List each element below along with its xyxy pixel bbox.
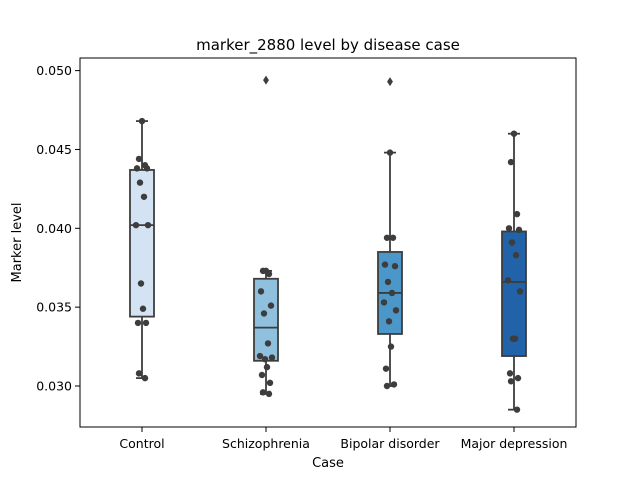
x-tick-label: Control [119,436,164,451]
data-point [507,378,515,385]
data-point [380,299,388,306]
data-point [257,288,265,295]
data-point [264,340,272,347]
data-point [260,310,268,317]
data-point [386,149,394,156]
data-point [133,165,141,172]
data-point [267,302,275,309]
data-point [259,389,267,396]
data-point [391,262,399,270]
plot-area [129,75,527,413]
y-tick-label: 0.040 [36,221,72,236]
data-point [132,221,140,229]
data-point [256,352,264,360]
plot-frame [79,57,577,428]
data-point [513,406,521,413]
outlier-marker [263,75,269,85]
y-tick-label: 0.050 [36,63,72,78]
box-body [253,277,279,362]
data-point [514,374,522,382]
y-tick-label: 0.030 [36,379,72,394]
data-point [505,225,513,232]
x-tick-label: Schizophrenia [222,436,310,451]
data-point [510,130,518,137]
box-body [129,169,155,318]
data-point [513,210,521,218]
x-tick-label: Major depression [461,436,568,451]
box-group [501,132,527,411]
box-group [253,75,279,395]
y-tick-label: 0.035 [36,300,72,315]
data-point [383,234,391,241]
data-point [508,239,516,246]
data-point [138,117,146,125]
data-point [384,278,392,286]
data-point [382,365,390,372]
data-point [137,280,145,287]
data-point [135,370,143,377]
data-point [507,158,515,166]
data-point [504,277,512,284]
data-point [263,363,271,371]
data-point [389,234,397,241]
data-point [135,155,143,163]
data-point [143,165,151,172]
data-point [390,381,398,388]
data-point [512,251,520,259]
data-point [392,307,400,314]
data-point [144,221,152,229]
data-point [511,335,519,342]
box-group [377,77,403,387]
data-point [139,305,147,312]
data-point [516,288,524,295]
data-point [258,371,266,379]
data-point [136,179,144,186]
data-point [387,343,395,350]
data-point [385,318,393,325]
outlier-marker [387,77,393,87]
data-point [261,355,269,363]
x-axis: Control Schizophrenia Bipolar disorder Majo… [119,427,567,451]
data-point [265,270,273,278]
data-point [381,261,389,268]
data-point [265,390,273,398]
y-tick-label: 0.045 [36,142,72,157]
data-point [259,267,267,275]
data-point [506,370,514,377]
data-point [141,374,149,382]
x-axis-label: Case [312,456,344,471]
data-point [388,289,396,297]
data-point [134,319,142,327]
data-point [383,382,391,390]
data-point [515,226,523,234]
data-point [140,193,148,200]
data-point [142,319,150,327]
y-axis-label: Marker level [10,203,25,283]
y-axis: 0.030 0.035 0.040 0.045 0.050 [36,63,80,394]
chart-title: marker_2880 level by disease case [196,36,460,55]
data-point [268,354,276,361]
data-point [266,379,274,387]
x-tick-label: Bipolar disorder [340,436,440,451]
